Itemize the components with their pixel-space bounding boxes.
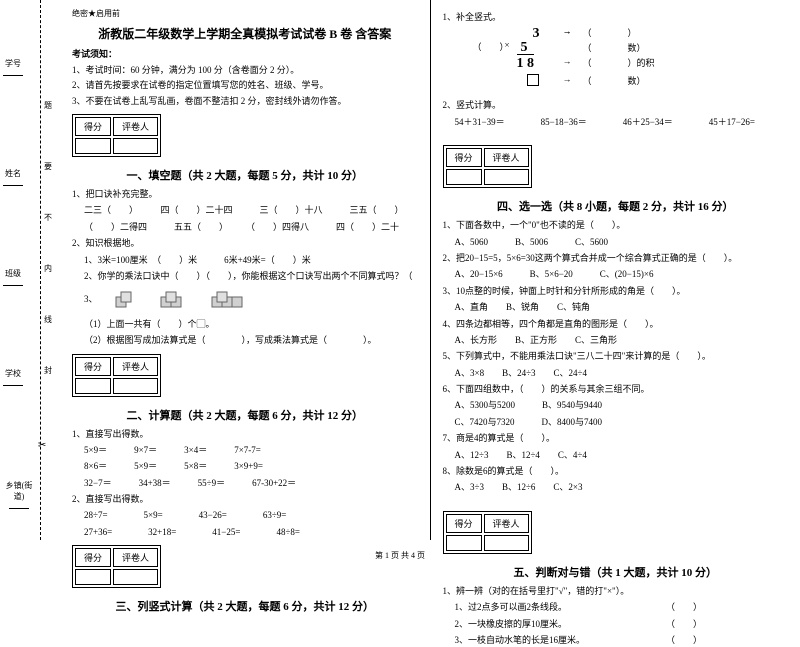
section-4-title: 四、选一选（共 8 小题，每题 2 分，共计 16 分） [443,198,789,214]
diag-label: （ 数） [583,74,646,87]
field-school: 学校 [5,369,21,378]
q-text: 1、3米=100厘米 （ ）米 6米+49米=（ ）米 [72,253,418,267]
q-text: 1、辨一辨（对的在括号里打"√"，错的打"×"）。 [443,584,789,598]
notice-item: 2、请首先按要求在试卷的指定位置填写您的姓名、班级、学号。 [72,79,418,93]
q-options: A、3×8 B、24÷3 C、24÷4 [443,366,789,380]
vchar: 题 [44,100,52,111]
q-options: A、12÷3 B、12÷4 C、4÷4 [443,448,789,462]
cube-figure [209,285,249,314]
secret-label: 绝密★启用前 [72,8,418,19]
q-text: 3、 [72,285,418,314]
q-text: （ ）二得四 五五（ ） （ ）四得八 四（ ）二十 [72,220,418,234]
grader-label: 评卷人 [484,148,529,167]
q-text: 2、知识根据地。 [72,236,418,250]
grader-label: 评卷人 [113,357,158,376]
q-text: 8、除数是6的算式是（ ）。 [443,464,789,478]
vertical-calc-diagram: 3 （ ） × 5 1 8 →（ ） →（ 数） →（ ）的积 →（ 数） [473,26,789,96]
q-text: 2、一块橡皮擦的厚10厘米。 （ ） [443,617,789,631]
grader-label: 评卷人 [484,514,529,533]
binding-vtext: 题 要 不 内 线 封 [44,50,52,500]
q-text: 二三（ ） 四（ ）二十四 三（ ）十八 三五（ ） [72,203,418,217]
vchar: 内 [44,263,52,274]
cube-figure [108,285,138,314]
q-options: A、长方形 B、正方形 C、三角形 [443,333,789,347]
calc-row: 27+36= 32+18= 41−25= 48÷8= [72,525,418,539]
score-box: 得分评卷人 [443,145,532,188]
q-options: A、3÷3 B、12÷6 C、2×3 [443,480,789,494]
vchar: 不 [44,212,52,223]
q-text: 2、把20−15=5，5×6=30这两个算式合并成一个综合算式正确的是（ ）。 [443,251,789,265]
page-footer: 第 1 页 共 4 页 [0,550,800,561]
bind-field: 姓名 [3,168,23,188]
q-text: 1、直接写出得数。 [72,427,418,441]
q-text: 4、四条边都相等，四个角都是直角的图形是（ ）。 [443,317,789,331]
bind-field: 班级 [3,268,23,288]
q-text: 5、下列算式中，不能用乘法口诀"三八二十四"来计算的是（ ）。 [443,349,789,363]
section-3-title: 三、列竖式计算（共 2 大题，每题 6 分，共计 12 分） [72,598,418,614]
q-text: 2、直接写出得数。 [72,492,418,506]
q-text: 1、过2点多可以画2条线段。 （ ） [443,600,789,614]
calc-row: 28÷7= 5×9= 43−26= 63÷9= [72,508,418,522]
q-text: 1、下面各数中，一个"0"也不读的是（ ）。 [443,218,789,232]
diag-num: 1 8 [517,54,535,72]
grader-label: 评卷人 [113,117,158,136]
calc-row: 5×9＝ 9×7＝ 3×4＝ 7×7-7= [72,443,418,457]
q-text: 1、补全竖式。 [443,10,789,24]
q-text: （2）根据图写成加法算式是（ ），写成乘法算式是（ ）。 [72,333,418,347]
score-label: 得分 [446,148,482,167]
field-township: 乡镇(街道) [6,481,33,501]
q-text: 7、商是4的算式是（ ）。 [443,431,789,445]
q-options: A、5060 B、5006 C、5600 [443,235,789,249]
vchar: 封 [44,365,52,376]
vchar: 要 [44,161,52,172]
q-options: C、7420与7320 D、8400与7400 [443,415,789,429]
section-1-title: 一、填空题（共 2 大题，每题 5 分，共计 10 分） [72,167,418,183]
field-class: 班级 [5,269,21,278]
right-column: 1、补全竖式。 3 （ ） × 5 1 8 →（ ） →（ 数） →（ ）的积 … [431,0,800,540]
q-num: 3、 [84,294,98,304]
score-box: 得分评卷人 [72,114,161,157]
binding-dashline [40,0,41,540]
left-column: 绝密★启用前 浙教版二年级数学上学期全真模拟考试试卷 B 卷 含答案 考试须知：… [60,0,430,540]
notice-item: 1、考试时间：60 分钟，满分为 100 分（含卷面分 2 分）。 [72,64,418,78]
q-text: 2、竖式计算。 [443,98,789,112]
q-text: 6、下面四组数中，（ ）的关系与其余三组不同。 [443,382,789,396]
diag-num: 3 [533,26,540,42]
diag-label: （ ）的积 [583,56,655,69]
q-text: 2、你学的乘法口诀中（ ）（ ），你能根据这个口诀写出两个不同算式吗？（ [72,269,418,283]
notice-label: 考试须知： [72,48,418,62]
score-label: 得分 [75,117,111,136]
q-options: A、直角 B、锐角 C、钝角 [443,300,789,314]
score-box: 得分评卷人 [72,354,161,397]
diag-label: （ 数） [583,41,646,54]
q-text: （1）上面一共有（ ）个▢。 [72,317,418,331]
q-options: A、5300与5200 B、9540与9440 [443,398,789,412]
vchar: 线 [44,314,52,325]
q-text: 3、10点整的时候，钟面上时针和分针所形成的角是（ ）。 [443,284,789,298]
bind-field: 学校 [3,368,23,388]
notice-item: 3、不要在试卷上乱写乱画，卷面不整洁扣 2 分，密封线外请勿作答。 [72,95,418,109]
section-2-title: 二、计算题（共 2 大题，每题 6 分，共计 12 分） [72,407,418,423]
section-5-title: 五、判断对与错（共 1 大题，共计 10 分） [443,564,789,580]
score-label: 得分 [75,357,111,376]
calc-row: 8×6＝ 5×9＝ 5×8＝ 3×9+9= [72,459,418,473]
binding-margin: ✂ 乡镇(街道) 学校 班级 姓名 学号 题 要 不 内 线 封 [0,0,60,540]
q-text: 3、一枝自动水笔的长是16厘米。 （ ） [443,633,789,647]
page-container: ✂ 乡镇(街道) 学校 班级 姓名 学号 题 要 不 内 线 封 绝密★启用前 … [0,0,800,540]
calc-row: 54＋31−39＝ 85−18−36＝ 46＋25−34＝ 45＋17−26= [443,115,789,129]
exam-title: 浙教版二年级数学上学期全真模拟考试试卷 B 卷 含答案 [72,25,418,42]
score-label: 得分 [446,514,482,533]
calc-row: 32−7＝ 34+38＝ 55÷9＝ 67-30+22＝ [72,476,418,490]
bind-field: 学号 [3,58,23,78]
field-name: 姓名 [5,169,21,178]
q-options: A、20−15×6 B、5×6−20 C、(20−15)×6 [443,267,789,281]
diag-label: （ ） [583,26,637,39]
bind-field: 乡镇(街道) [3,480,35,511]
field-id: 学号 [5,59,21,68]
score-box: 得分评卷人 [443,511,532,554]
cube-figure [156,285,191,314]
q-text: 1、把口诀补充完整。 [72,187,418,201]
